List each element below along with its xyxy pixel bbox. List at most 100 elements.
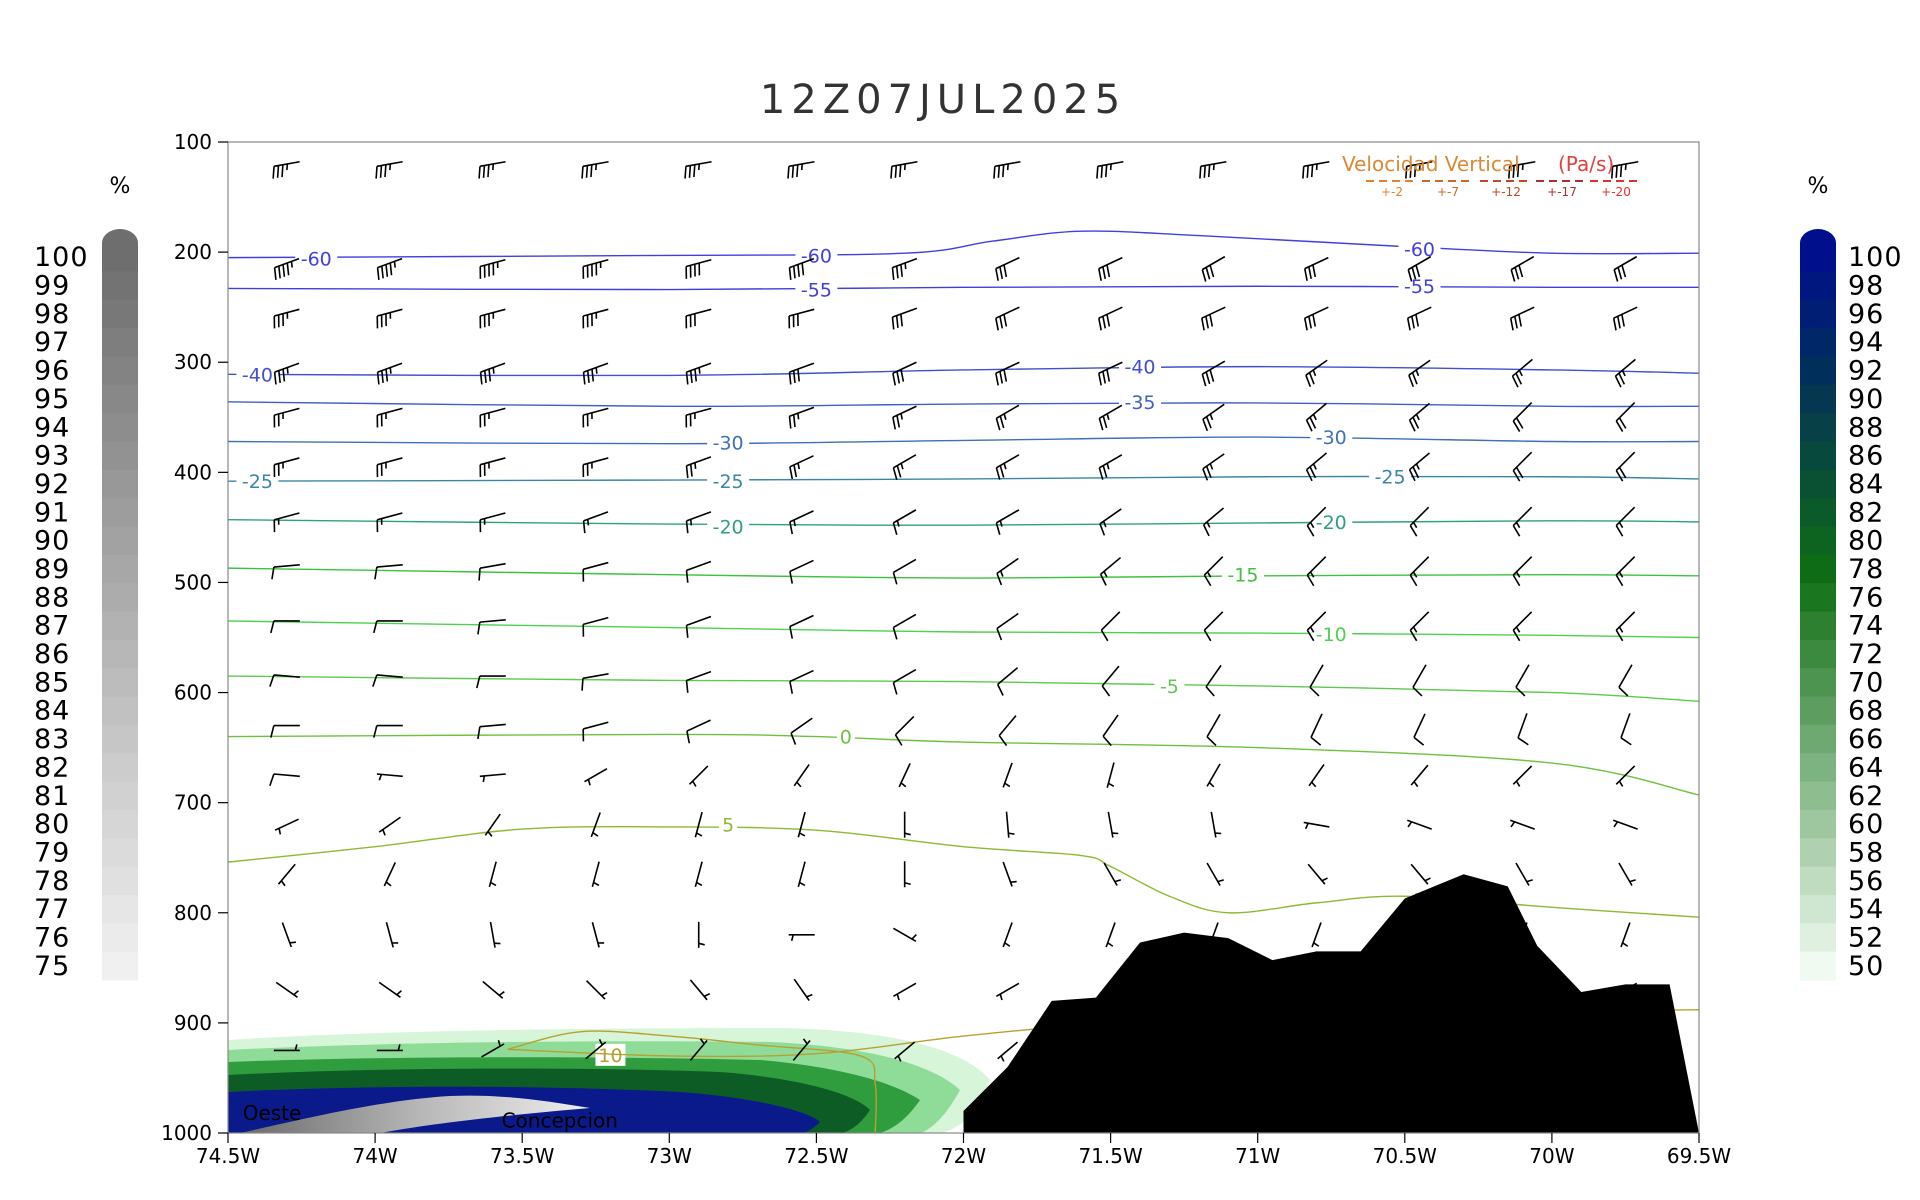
wind-barb-feather — [1102, 735, 1112, 747]
wind-barb — [1306, 556, 1327, 587]
wind-barb-feather — [895, 315, 899, 328]
wind-barb-feather — [801, 262, 805, 276]
wind-barb-feather — [1411, 267, 1417, 280]
wind-barb — [1618, 862, 1636, 886]
wind-barb — [1203, 1041, 1225, 1062]
wind-barb-feather — [1618, 686, 1629, 697]
wind-barb — [273, 1044, 300, 1052]
wind-barb-feather — [999, 266, 1004, 280]
wind-barb-shaft — [1618, 664, 1633, 688]
wind-barb-feather — [797, 369, 801, 382]
colorbar-swatch — [1800, 554, 1836, 584]
wind-barb — [374, 563, 403, 580]
colorbar-swatch — [1800, 668, 1836, 698]
wind-barb-shaft — [1620, 713, 1631, 739]
wind-barb-feather — [1309, 1055, 1314, 1062]
wind-barb-feather — [999, 570, 1004, 577]
contour-label: -40 — [242, 364, 273, 386]
wind-barb — [591, 861, 600, 888]
wind-barb — [788, 308, 815, 329]
wind-barb — [787, 160, 815, 179]
wind-barb-feather — [894, 165, 898, 178]
wind-barb — [1511, 358, 1533, 388]
wind-barb-feather — [1207, 164, 1211, 178]
contour-label: -30 — [1316, 427, 1347, 449]
contour-label: -60 — [301, 249, 332, 271]
wind-barb — [1202, 453, 1225, 481]
wind-barb — [376, 308, 403, 329]
contour-label: -25 — [713, 471, 744, 493]
colorbar-label: 58 — [1848, 837, 1884, 868]
wind-barb-feather — [999, 371, 1004, 384]
wind-barb — [1307, 863, 1328, 885]
wind-barb-feather — [896, 415, 901, 428]
wind-barb-feather — [270, 620, 275, 634]
wind-barb — [582, 616, 609, 637]
wind-barb-feather — [1612, 318, 1617, 331]
wind-barb — [1201, 255, 1226, 282]
wind-barb-feather — [478, 166, 481, 179]
wind-barb-feather — [802, 1038, 808, 1045]
wind-barb — [376, 407, 403, 428]
wind-barb — [1615, 556, 1636, 587]
wind-barb — [1100, 611, 1121, 642]
wind-barb-feather — [397, 1044, 401, 1051]
wind-barb — [1407, 255, 1432, 282]
wind-barb-feather — [592, 832, 599, 837]
wind-barb-feather — [582, 372, 586, 385]
wind-barb — [894, 1041, 916, 1062]
wind-barb-feather — [498, 991, 505, 996]
wind-barb-shaft — [1310, 713, 1323, 738]
wind-barb — [1002, 861, 1017, 887]
wind-barb — [1005, 811, 1015, 838]
wind-barb — [1308, 764, 1325, 788]
wind-barb-feather — [790, 934, 794, 941]
wind-barb-feather — [273, 267, 277, 280]
wind-barb-feather — [1310, 736, 1322, 746]
wind-barb-feather — [1512, 470, 1521, 482]
wind-barb — [488, 861, 497, 888]
wind-barb-feather — [273, 372, 277, 385]
wind-barb-feather — [1102, 993, 1106, 1001]
wind-barb-feather — [996, 684, 1004, 696]
wind-barb-feather — [1620, 737, 1632, 746]
wind-barb-feather — [1518, 264, 1524, 278]
colorbar-label: 86 — [1848, 441, 1884, 472]
terrain-mask — [963, 874, 1699, 1133]
contour-line — [228, 285, 1699, 291]
wind-barb-feather — [698, 942, 705, 946]
wind-barb-feather — [895, 265, 899, 279]
wind-barb — [1615, 765, 1636, 787]
wind-barb-feather — [1205, 371, 1211, 385]
wind-barb-feather — [892, 627, 898, 640]
wind-barb-feather — [1618, 1055, 1623, 1062]
wind-barb-feather — [1408, 374, 1415, 388]
wind-barb — [1406, 306, 1432, 331]
wind-barb — [378, 816, 401, 836]
wind-barb-feather — [289, 941, 296, 944]
wind-barb-feather — [1102, 520, 1107, 528]
wind-barb — [1614, 1041, 1636, 1062]
wind-barb-feather — [1201, 318, 1205, 331]
wind-barb-feather — [1509, 318, 1514, 331]
wind-barb — [1105, 922, 1116, 948]
colorbar-label: 88 — [34, 582, 70, 613]
colorbar-label: 97 — [34, 327, 70, 358]
wind-barb — [1306, 506, 1327, 537]
wind-barb — [385, 922, 399, 948]
wind-barb-shaft — [273, 773, 300, 778]
wind-barb-feather — [689, 370, 693, 384]
wind-barb-feather — [382, 829, 386, 836]
wind-barb-feather — [696, 832, 703, 837]
wind-barb — [1620, 922, 1631, 948]
wind-barb-feather — [492, 367, 495, 374]
y-tick-label: 500 — [174, 570, 212, 594]
wind-barb-feather — [385, 264, 389, 277]
contour-label: -25 — [242, 471, 273, 493]
x-tick-label: 74W — [352, 1144, 397, 1168]
colorbar-swatch — [102, 894, 138, 924]
wind-barb-feather — [996, 573, 1003, 586]
wind-barb-feather — [1407, 821, 1413, 828]
wind-barb-feather — [1201, 374, 1207, 387]
wind-barb — [797, 811, 806, 838]
